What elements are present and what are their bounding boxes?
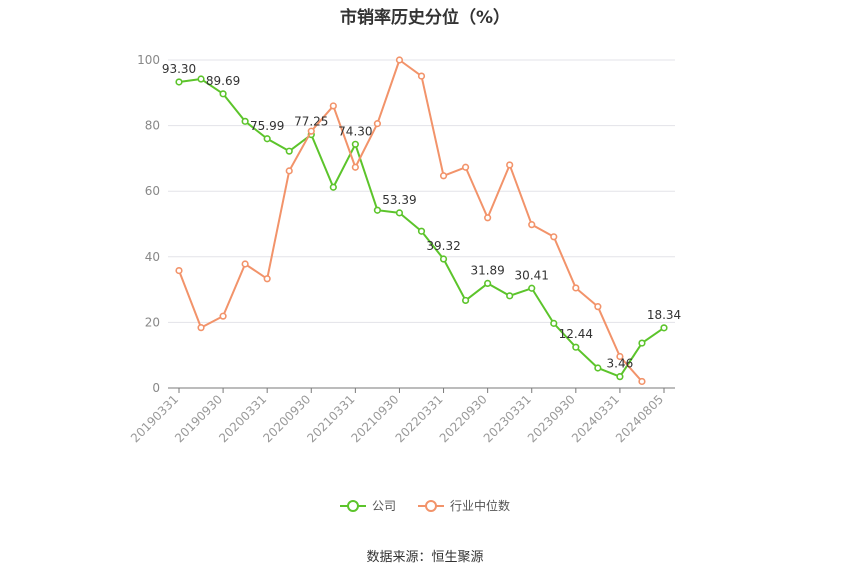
y-tick-label: 100 [137, 53, 160, 67]
data-point-company [594, 364, 602, 372]
data-point-industry-median [351, 163, 359, 171]
data-label: 39.32 [426, 239, 460, 253]
series-line-industry-median [178, 59, 643, 383]
data-label: 18.34 [647, 308, 681, 322]
data-point-industry-median [528, 221, 536, 229]
label-layer: 93.30 89.69 75.99 77.25 74.30 53.39 39.32 31.89… [162, 62, 681, 371]
data-point-company [417, 227, 426, 235]
data-point-industry-median [395, 56, 404, 64]
legend-swatch-industry-median [418, 499, 444, 513]
data-point-industry-median [241, 260, 249, 268]
source-note: 数据来源：恒生聚源 [366, 550, 484, 565]
data-point-company [395, 209, 404, 217]
data-point-company [373, 206, 382, 214]
y-tick-label: 80 [145, 119, 160, 133]
x-tick-label: 20240805 [613, 392, 666, 445]
data-point-industry-median [219, 312, 227, 320]
data-point-industry-median [373, 120, 382, 128]
data-label: 77.25 [294, 115, 328, 129]
data-label: 89.69 [206, 74, 240, 88]
data-point-industry-median [329, 102, 337, 110]
data-point-company [219, 90, 227, 98]
data-point-company [528, 284, 536, 292]
data-point-industry-median [417, 72, 426, 80]
data-point-company [660, 324, 668, 332]
grid-layer [168, 59, 675, 323]
data-point-industry-median [285, 167, 293, 175]
data-label: 31.89 [470, 263, 504, 277]
data-label: 30.41 [515, 268, 549, 282]
legend-swatch-company [339, 499, 366, 513]
data-point-company [197, 75, 205, 83]
y-tick-label: 20 [145, 315, 160, 329]
legend-label-company: 公司 [371, 499, 396, 513]
series-layer [175, 56, 668, 386]
data-point-company [285, 147, 293, 155]
y-tick-label: 60 [145, 184, 160, 198]
y-tick-label: 0 [152, 381, 160, 395]
data-point-industry-median [484, 214, 492, 222]
data-point-company [439, 255, 448, 263]
data-point-company [638, 339, 646, 347]
data-label: 74.30 [338, 124, 372, 138]
data-point-company [241, 117, 249, 125]
data-point-company [616, 373, 624, 381]
data-point-industry-median [594, 303, 602, 311]
data-point-company [506, 292, 514, 300]
data-point-industry-median [572, 284, 580, 292]
data-point-industry-median [550, 233, 558, 241]
data-point-company [329, 183, 337, 191]
data-point-industry-median [616, 352, 624, 361]
data-point-company [572, 343, 580, 351]
data-point-company [484, 279, 492, 288]
legend-label-industry-median: 行业中位数 [450, 499, 511, 513]
data-point-company [263, 135, 271, 143]
data-point-industry-median [263, 275, 271, 283]
legend-item-industry-median[interactable]: 行业中位数 [418, 497, 510, 514]
data-label: 53.39 [382, 193, 416, 207]
data-point-company [175, 78, 183, 86]
chart-title: 市销率历史分位（%） [339, 8, 511, 28]
data-point-industry-median [638, 377, 646, 386]
data-point-industry-median [461, 163, 470, 171]
data-label: 93.30 [162, 62, 196, 76]
data-point-company [351, 140, 359, 148]
legend-item-company[interactable]: 公司 [339, 497, 396, 514]
data-point-industry-median [197, 324, 205, 332]
data-label: 75.99 [250, 119, 284, 133]
data-label: 12.44 [559, 327, 593, 341]
data-point-company [461, 296, 470, 305]
data-label: 3.46 [607, 357, 634, 371]
legend: 公司 行业中位数 [0, 497, 850, 514]
data-point-industry-median [439, 172, 448, 180]
data-point-industry-median [175, 266, 183, 275]
data-point-industry-median [307, 127, 315, 135]
data-point-company [550, 319, 558, 327]
axis-layer: 0204060801002019033120190930202003312020… [128, 53, 675, 445]
data-point-industry-median [506, 161, 514, 169]
y-tick-label: 40 [145, 250, 160, 264]
